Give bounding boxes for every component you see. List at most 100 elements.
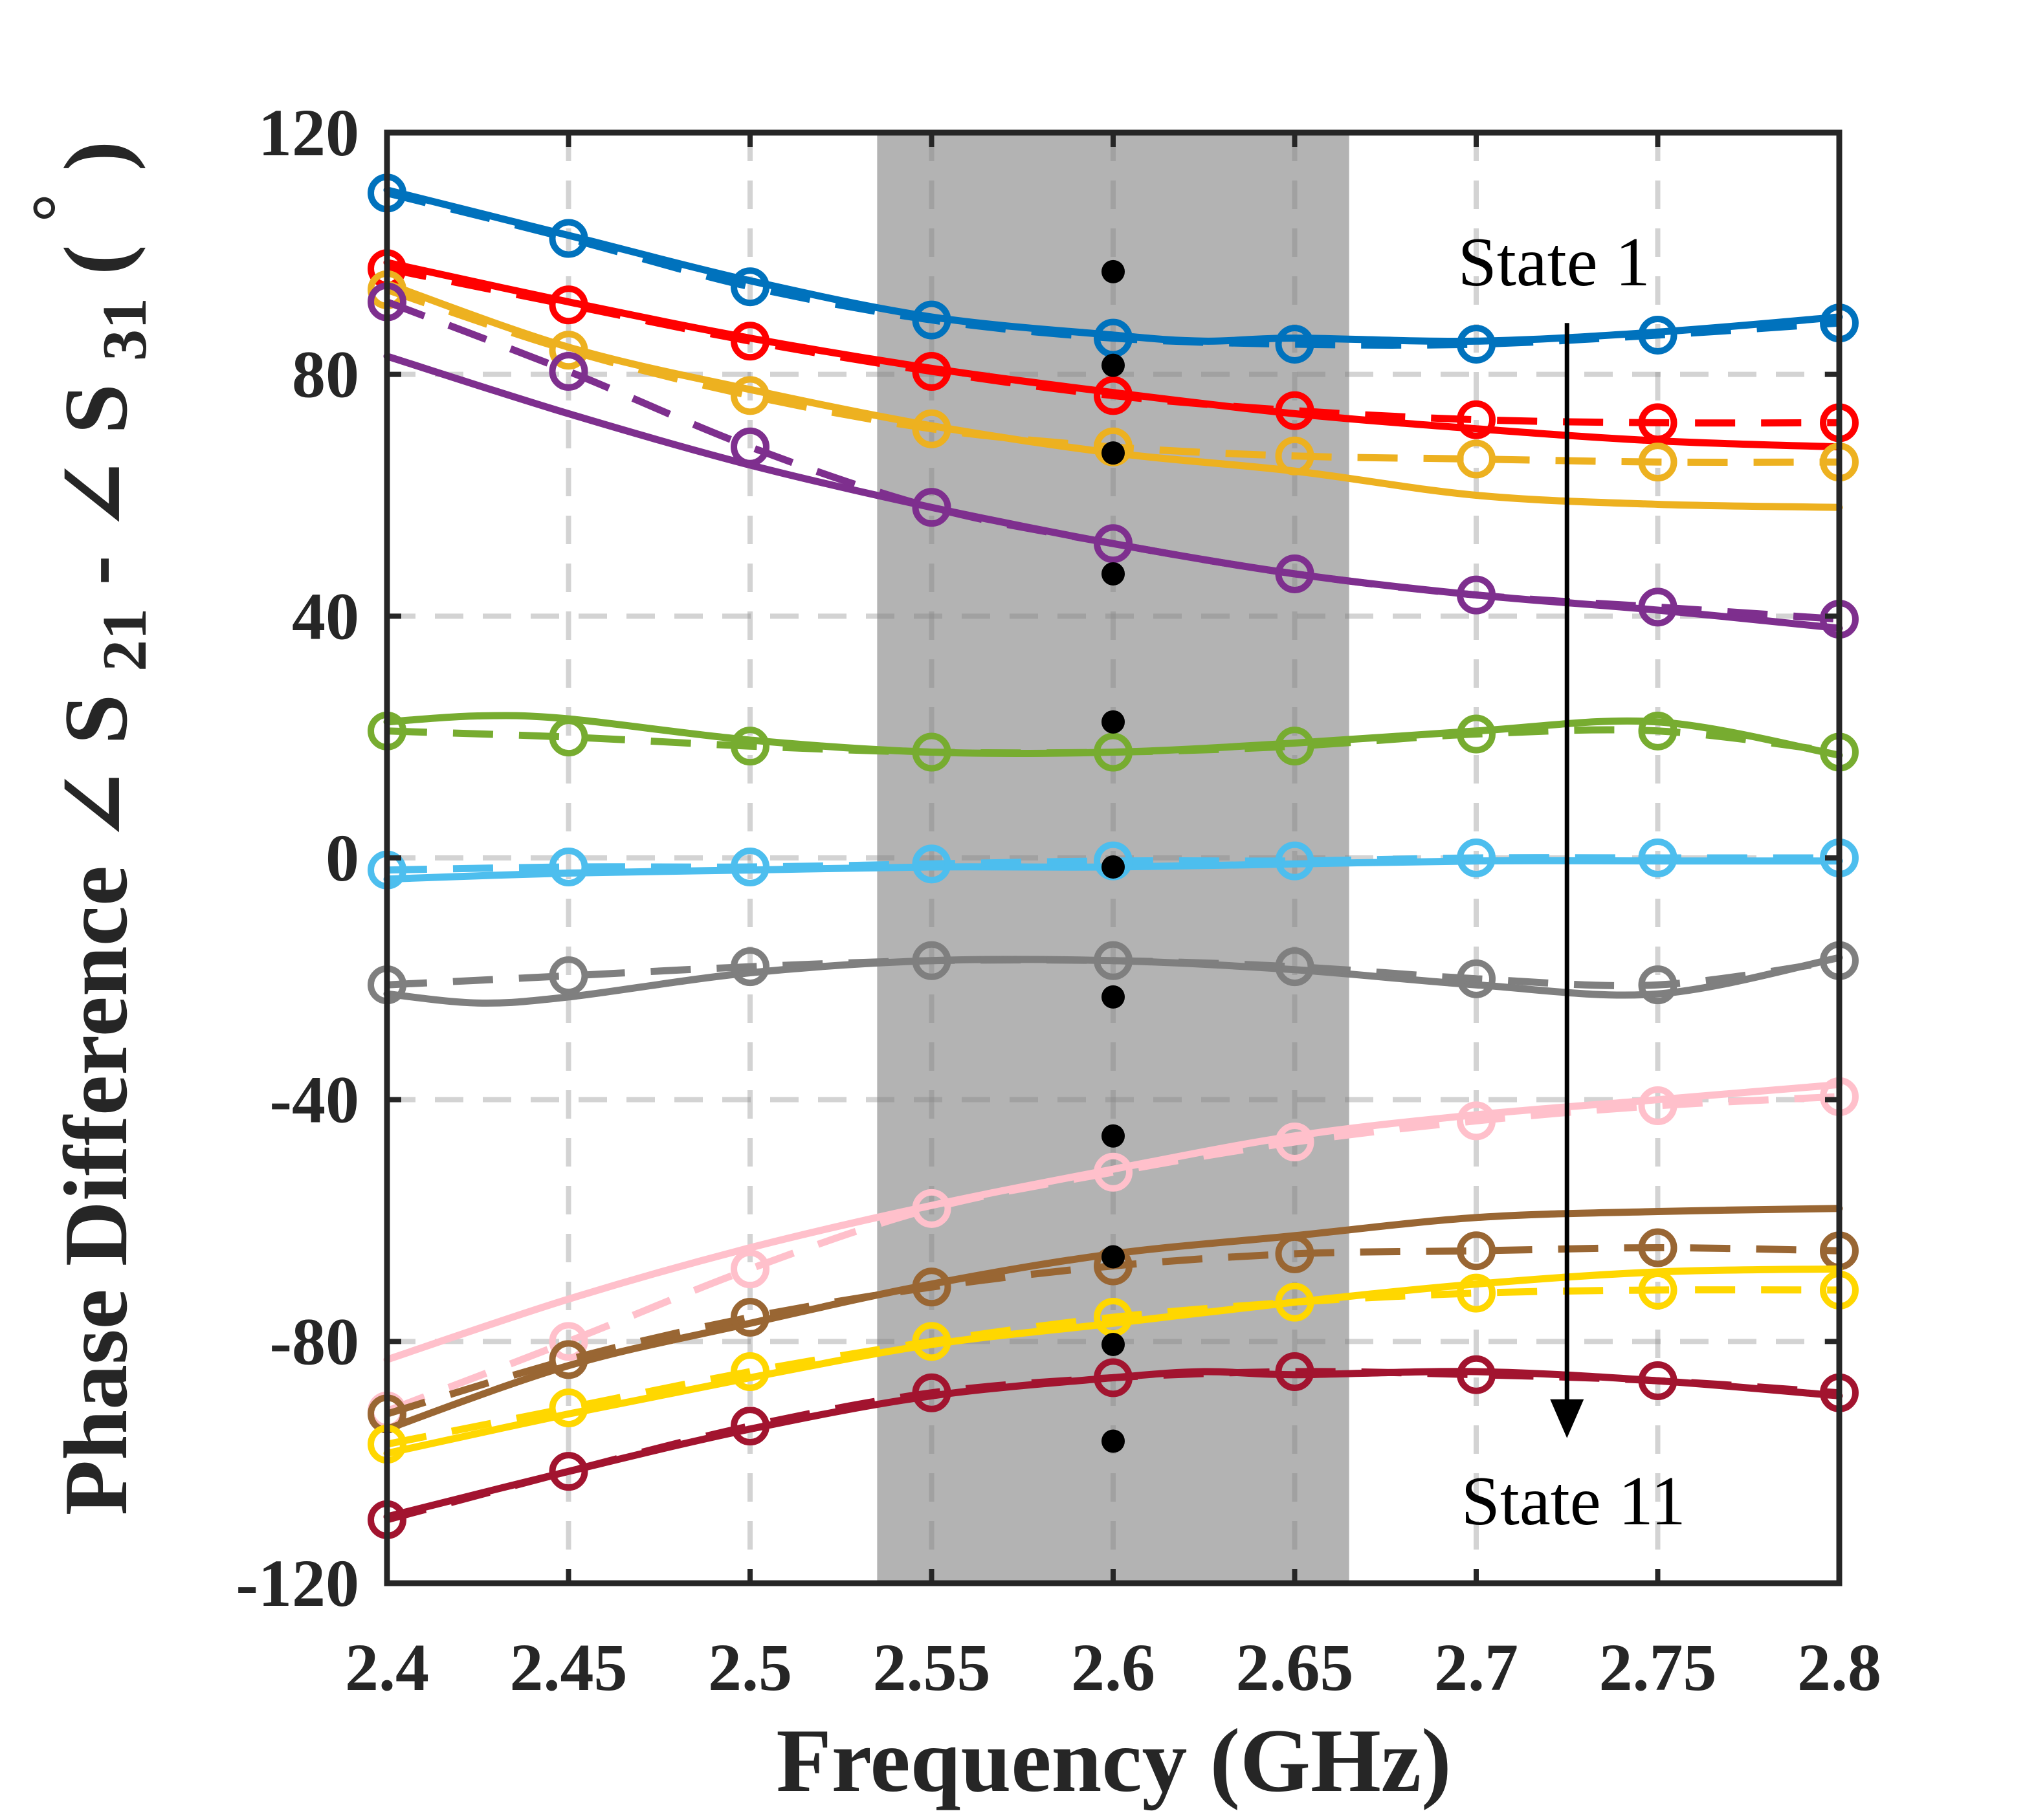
x-tick-label: 2.45 bbox=[510, 1630, 628, 1705]
y-axis-title-close: ) bbox=[46, 141, 146, 171]
measured-marker-state-8 bbox=[912, 1189, 951, 1228]
x-tick-label: 2.7 bbox=[1434, 1630, 1518, 1705]
y-tick-label: -80 bbox=[269, 1304, 359, 1379]
measured-marker-state-7 bbox=[549, 956, 588, 996]
measured-marker-state-7 bbox=[1457, 959, 1496, 998]
measured-marker-state-6 bbox=[731, 848, 769, 887]
measured-marker-state-9 bbox=[912, 1267, 951, 1307]
measured-marker-state-10 bbox=[912, 1322, 951, 1361]
measured-marker-state-4 bbox=[549, 351, 588, 391]
measured-marker-state-2 bbox=[1457, 400, 1496, 439]
y-axis-title: Phase Difference ∠ S 21 - ∠ S 31 ( ° ) bbox=[1, 141, 166, 1515]
target-point-state-11 bbox=[1101, 1429, 1125, 1453]
measured-marker-state-10 bbox=[1275, 1282, 1314, 1322]
arrow-group bbox=[1550, 323, 1584, 1438]
measured-marker-state-4 bbox=[1094, 524, 1133, 564]
measured-line-state-1 bbox=[386, 190, 1840, 349]
measured-marker-state-9 bbox=[1275, 1234, 1314, 1273]
measured-marker-state-10 bbox=[1457, 1273, 1496, 1313]
measured-marker-state-6 bbox=[1638, 839, 1677, 877]
measured-line-state-11 bbox=[386, 1368, 1840, 1524]
measured-marker-state-11 bbox=[912, 1373, 951, 1412]
measured-marker-state-10 bbox=[731, 1352, 769, 1392]
series-state-1 bbox=[368, 173, 1859, 364]
measured-marker-state-5 bbox=[731, 727, 769, 766]
measured-line-state-4 bbox=[386, 298, 1840, 623]
y-tick-label: -120 bbox=[236, 1546, 359, 1621]
measured-marker-state-2 bbox=[912, 351, 951, 391]
y-tick-label: 0 bbox=[326, 821, 359, 895]
measured-marker-state-11 bbox=[1638, 1361, 1677, 1401]
target-point-state-8 bbox=[1101, 1124, 1125, 1148]
measured-marker-state-11 bbox=[1094, 1358, 1133, 1398]
measured-marker-state-5 bbox=[549, 718, 588, 757]
measured-marker-state-8 bbox=[549, 1322, 588, 1361]
measured-line-state-10 bbox=[386, 1286, 1840, 1448]
measured-marker-state-7 bbox=[1275, 947, 1314, 987]
measured-line-state-7 bbox=[386, 956, 1840, 989]
simulated-line-state-8 bbox=[383, 1080, 1843, 1363]
measured-marker-state-3 bbox=[1457, 439, 1496, 479]
y-axis-title-prefix: Phase Difference ∠ S bbox=[46, 694, 146, 1515]
y-axis-title-sub2: 31 bbox=[90, 298, 160, 361]
target-point-state-9 bbox=[1101, 1245, 1125, 1269]
measured-marker-state-8 bbox=[731, 1249, 769, 1289]
target-point-state-1 bbox=[1101, 259, 1125, 283]
annotation-state-1: State 1 bbox=[1458, 224, 1650, 301]
measured-marker-state-4 bbox=[1457, 575, 1496, 615]
x-tick-label: 2.5 bbox=[708, 1630, 792, 1705]
y-axis-title-sub1: 21 bbox=[90, 608, 160, 672]
target-point-state-5 bbox=[1101, 710, 1125, 734]
y-axis-title-middle: - ∠ S bbox=[46, 384, 146, 586]
measured-marker-state-2 bbox=[549, 285, 588, 325]
x-tick-label: 2.65 bbox=[1236, 1630, 1354, 1705]
series-state-11 bbox=[368, 1352, 1859, 1539]
x-tick-label: 2.8 bbox=[1797, 1630, 1881, 1705]
measured-line-state-2 bbox=[386, 265, 1840, 427]
measured-marker-state-4 bbox=[912, 488, 951, 527]
measured-marker-state-4 bbox=[1638, 587, 1677, 627]
y-tick-labels: -120 -80 -40 0 40 80 120 bbox=[236, 96, 359, 1621]
measured-marker-state-9 bbox=[731, 1297, 769, 1337]
measured-marker-state-2 bbox=[731, 322, 769, 361]
measured-marker-state-1 bbox=[1275, 324, 1314, 364]
measured-marker-state-1 bbox=[912, 300, 951, 340]
measured-marker-state-5 bbox=[912, 732, 951, 772]
y-axis-title-open: ( bbox=[46, 245, 146, 275]
measured-marker-state-8 bbox=[1094, 1152, 1133, 1192]
measured-marker-state-5 bbox=[1094, 732, 1133, 772]
measured-marker-state-3 bbox=[731, 376, 769, 415]
measured-marker-state-11 bbox=[1275, 1352, 1314, 1392]
measured-marker-state-1 bbox=[1457, 324, 1496, 364]
measured-marker-state-2 bbox=[1638, 403, 1677, 443]
series-state-5 bbox=[368, 711, 1859, 772]
measured-marker-state-3 bbox=[1638, 443, 1677, 482]
measured-marker-state-2 bbox=[1094, 376, 1133, 415]
x-tick-label: 2.6 bbox=[1071, 1630, 1155, 1705]
y-tick-label: 120 bbox=[258, 96, 359, 170]
measured-marker-state-5 bbox=[1275, 727, 1314, 766]
x-tick-label: 2.75 bbox=[1599, 1630, 1717, 1705]
axes-frame-group bbox=[384, 129, 1842, 1586]
measured-line-state-5 bbox=[386, 726, 1840, 757]
measured-marker-state-3 bbox=[549, 331, 588, 370]
measured-marker-state-10 bbox=[1638, 1270, 1677, 1310]
measured-line-state-8 bbox=[386, 1093, 1840, 1414]
series-state-8 bbox=[368, 1077, 1859, 1431]
measured-marker-state-8 bbox=[1638, 1086, 1677, 1126]
measured-marker-state-7 bbox=[731, 947, 769, 987]
measured-marker-state-5 bbox=[1638, 711, 1677, 751]
target-point-state-2 bbox=[1101, 353, 1125, 377]
target-point-state-10 bbox=[1101, 1333, 1125, 1357]
annotation-state-11: State 11 bbox=[1461, 1463, 1686, 1540]
measured-marker-state-7 bbox=[1638, 965, 1677, 1005]
target-points-group bbox=[1101, 259, 1125, 1453]
measured-marker-state-11 bbox=[731, 1407, 769, 1446]
y-axis-title-degree: ° bbox=[17, 193, 96, 222]
x-tick-label: 2.4 bbox=[345, 1630, 429, 1705]
state-arrow-head bbox=[1550, 1399, 1584, 1438]
x-tick-label: 2.55 bbox=[873, 1630, 991, 1705]
measured-marker-state-3 bbox=[1275, 436, 1314, 476]
measured-marker-state-10 bbox=[549, 1388, 588, 1428]
